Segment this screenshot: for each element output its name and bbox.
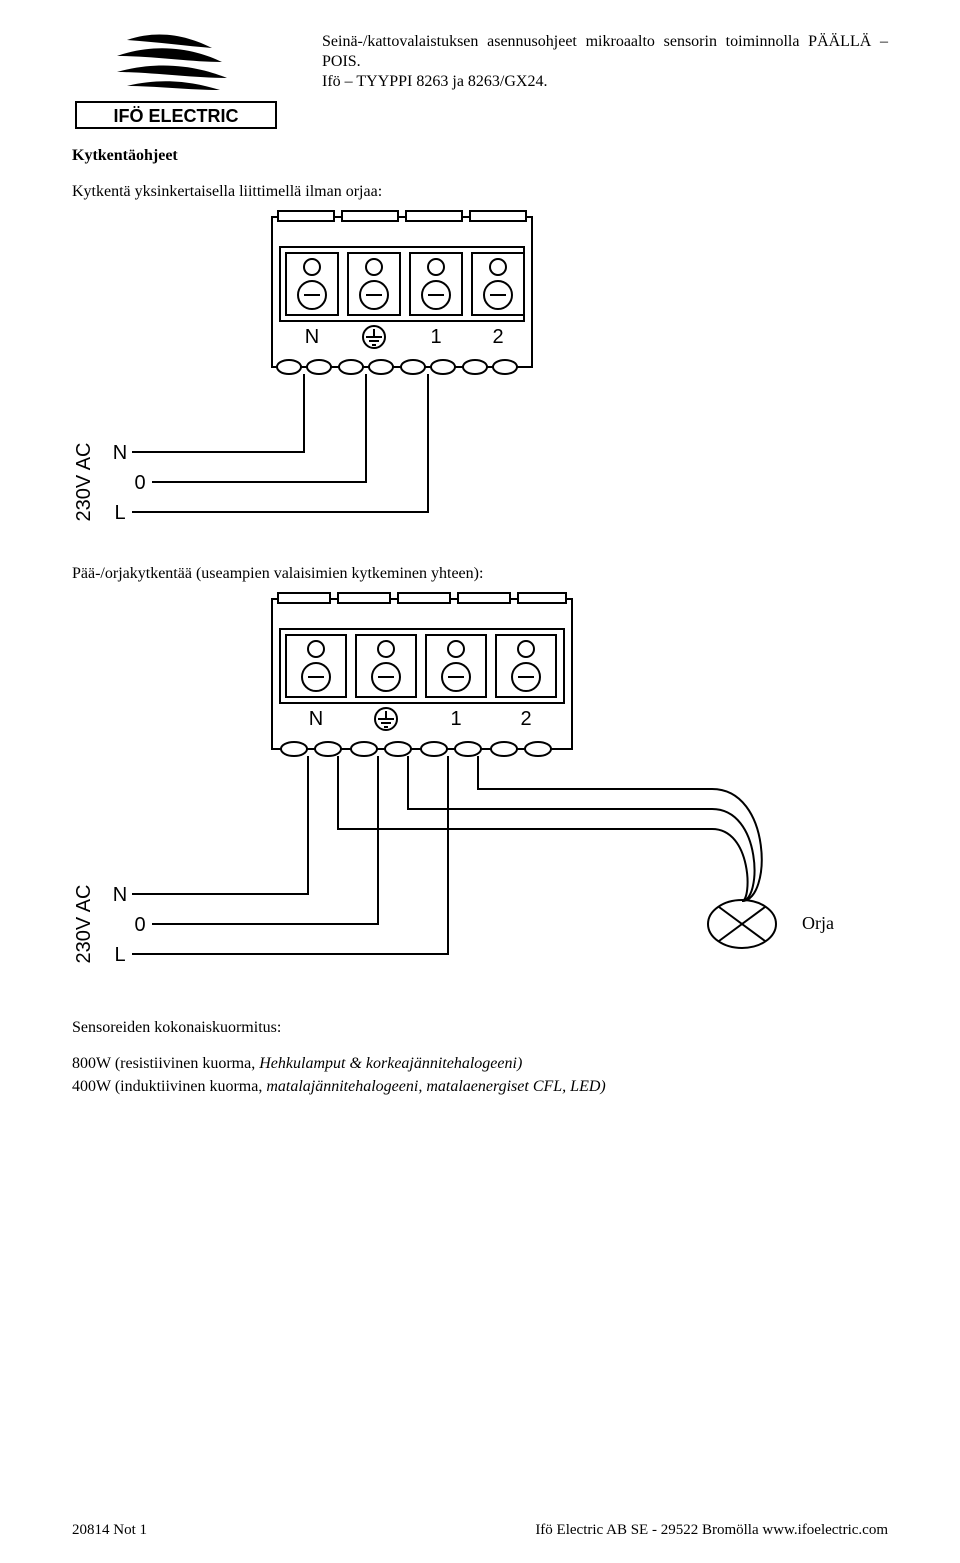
section-title: Kytkentäohjeet	[72, 147, 888, 165]
term-label-n: N	[309, 708, 323, 730]
input-n: N	[113, 884, 127, 906]
ground-icon	[375, 708, 397, 730]
load-line-1: 800W (resistiivinen kuorma, Hehkulamput …	[72, 1053, 888, 1075]
header-text: Seinä-/kattovalaistuksen asennusohjeet m…	[322, 32, 888, 92]
diagram2-heading: Pää-/orjakytkentää (useampien valaisimie…	[72, 565, 888, 583]
load2-italic: matalajännitehalogeeni, matalaenergiset …	[266, 1078, 605, 1095]
wiring-diagram-2: N 1 2 230V AC N 0 L Orja	[72, 589, 888, 989]
input-l: L	[114, 502, 125, 524]
term-label-1: 1	[450, 708, 461, 730]
footer-left: 20814 Not 1	[72, 1522, 147, 1539]
term-label-2: 2	[520, 708, 531, 730]
voltage-label: 230V AC	[73, 443, 95, 522]
page-header: IFÖ ELECTRIC Seinä-/kattovalaistuksen as…	[72, 32, 888, 137]
term-label-1: 1	[430, 326, 441, 348]
ground-icon	[363, 326, 385, 348]
header-line-2: Ifö – TYYPPI 8263 ja 8263/GX24.	[322, 72, 888, 92]
input-0: 0	[134, 472, 145, 494]
term-label-n: N	[305, 326, 319, 348]
load1-prefix: 800W (resistiivinen kuorma,	[72, 1055, 259, 1072]
brand-logo: IFÖ ELECTRIC	[72, 32, 282, 137]
ifo-logo-icon: IFÖ ELECTRIC	[72, 32, 282, 132]
brand-name: IFÖ ELECTRIC	[114, 106, 239, 126]
input-0: 0	[134, 914, 145, 936]
load-section: Sensoreiden kokonaiskuormitus: 800W (res…	[72, 1017, 888, 1098]
voltage-label: 230V AC	[73, 885, 95, 964]
load1-italic: Hehkulamput & korkeajännitehalogeeni)	[259, 1055, 522, 1072]
term-label-2: 2	[492, 326, 503, 348]
footer-right: Ifö Electric AB SE - 29522 Bromölla www.…	[535, 1522, 888, 1539]
orja-label: Orja	[802, 913, 834, 933]
input-n: N	[113, 442, 127, 464]
input-l: L	[114, 944, 125, 966]
page-footer: 20814 Not 1 Ifö Electric AB SE - 29522 B…	[72, 1522, 888, 1539]
load-title: Sensoreiden kokonaiskuormitus:	[72, 1017, 888, 1039]
header-line-1: Seinä-/kattovalaistuksen asennusohjeet m…	[322, 32, 888, 72]
diagram1-heading: Kytkentä yksinkertaisella liittimellä il…	[72, 183, 888, 201]
load2-prefix: 400W (induktiivinen kuorma,	[72, 1078, 266, 1095]
load-line-2: 400W (induktiivinen kuorma, matalajännit…	[72, 1076, 888, 1098]
wiring-diagram-1: N 1 2 230V AC N 0 L	[72, 207, 888, 537]
